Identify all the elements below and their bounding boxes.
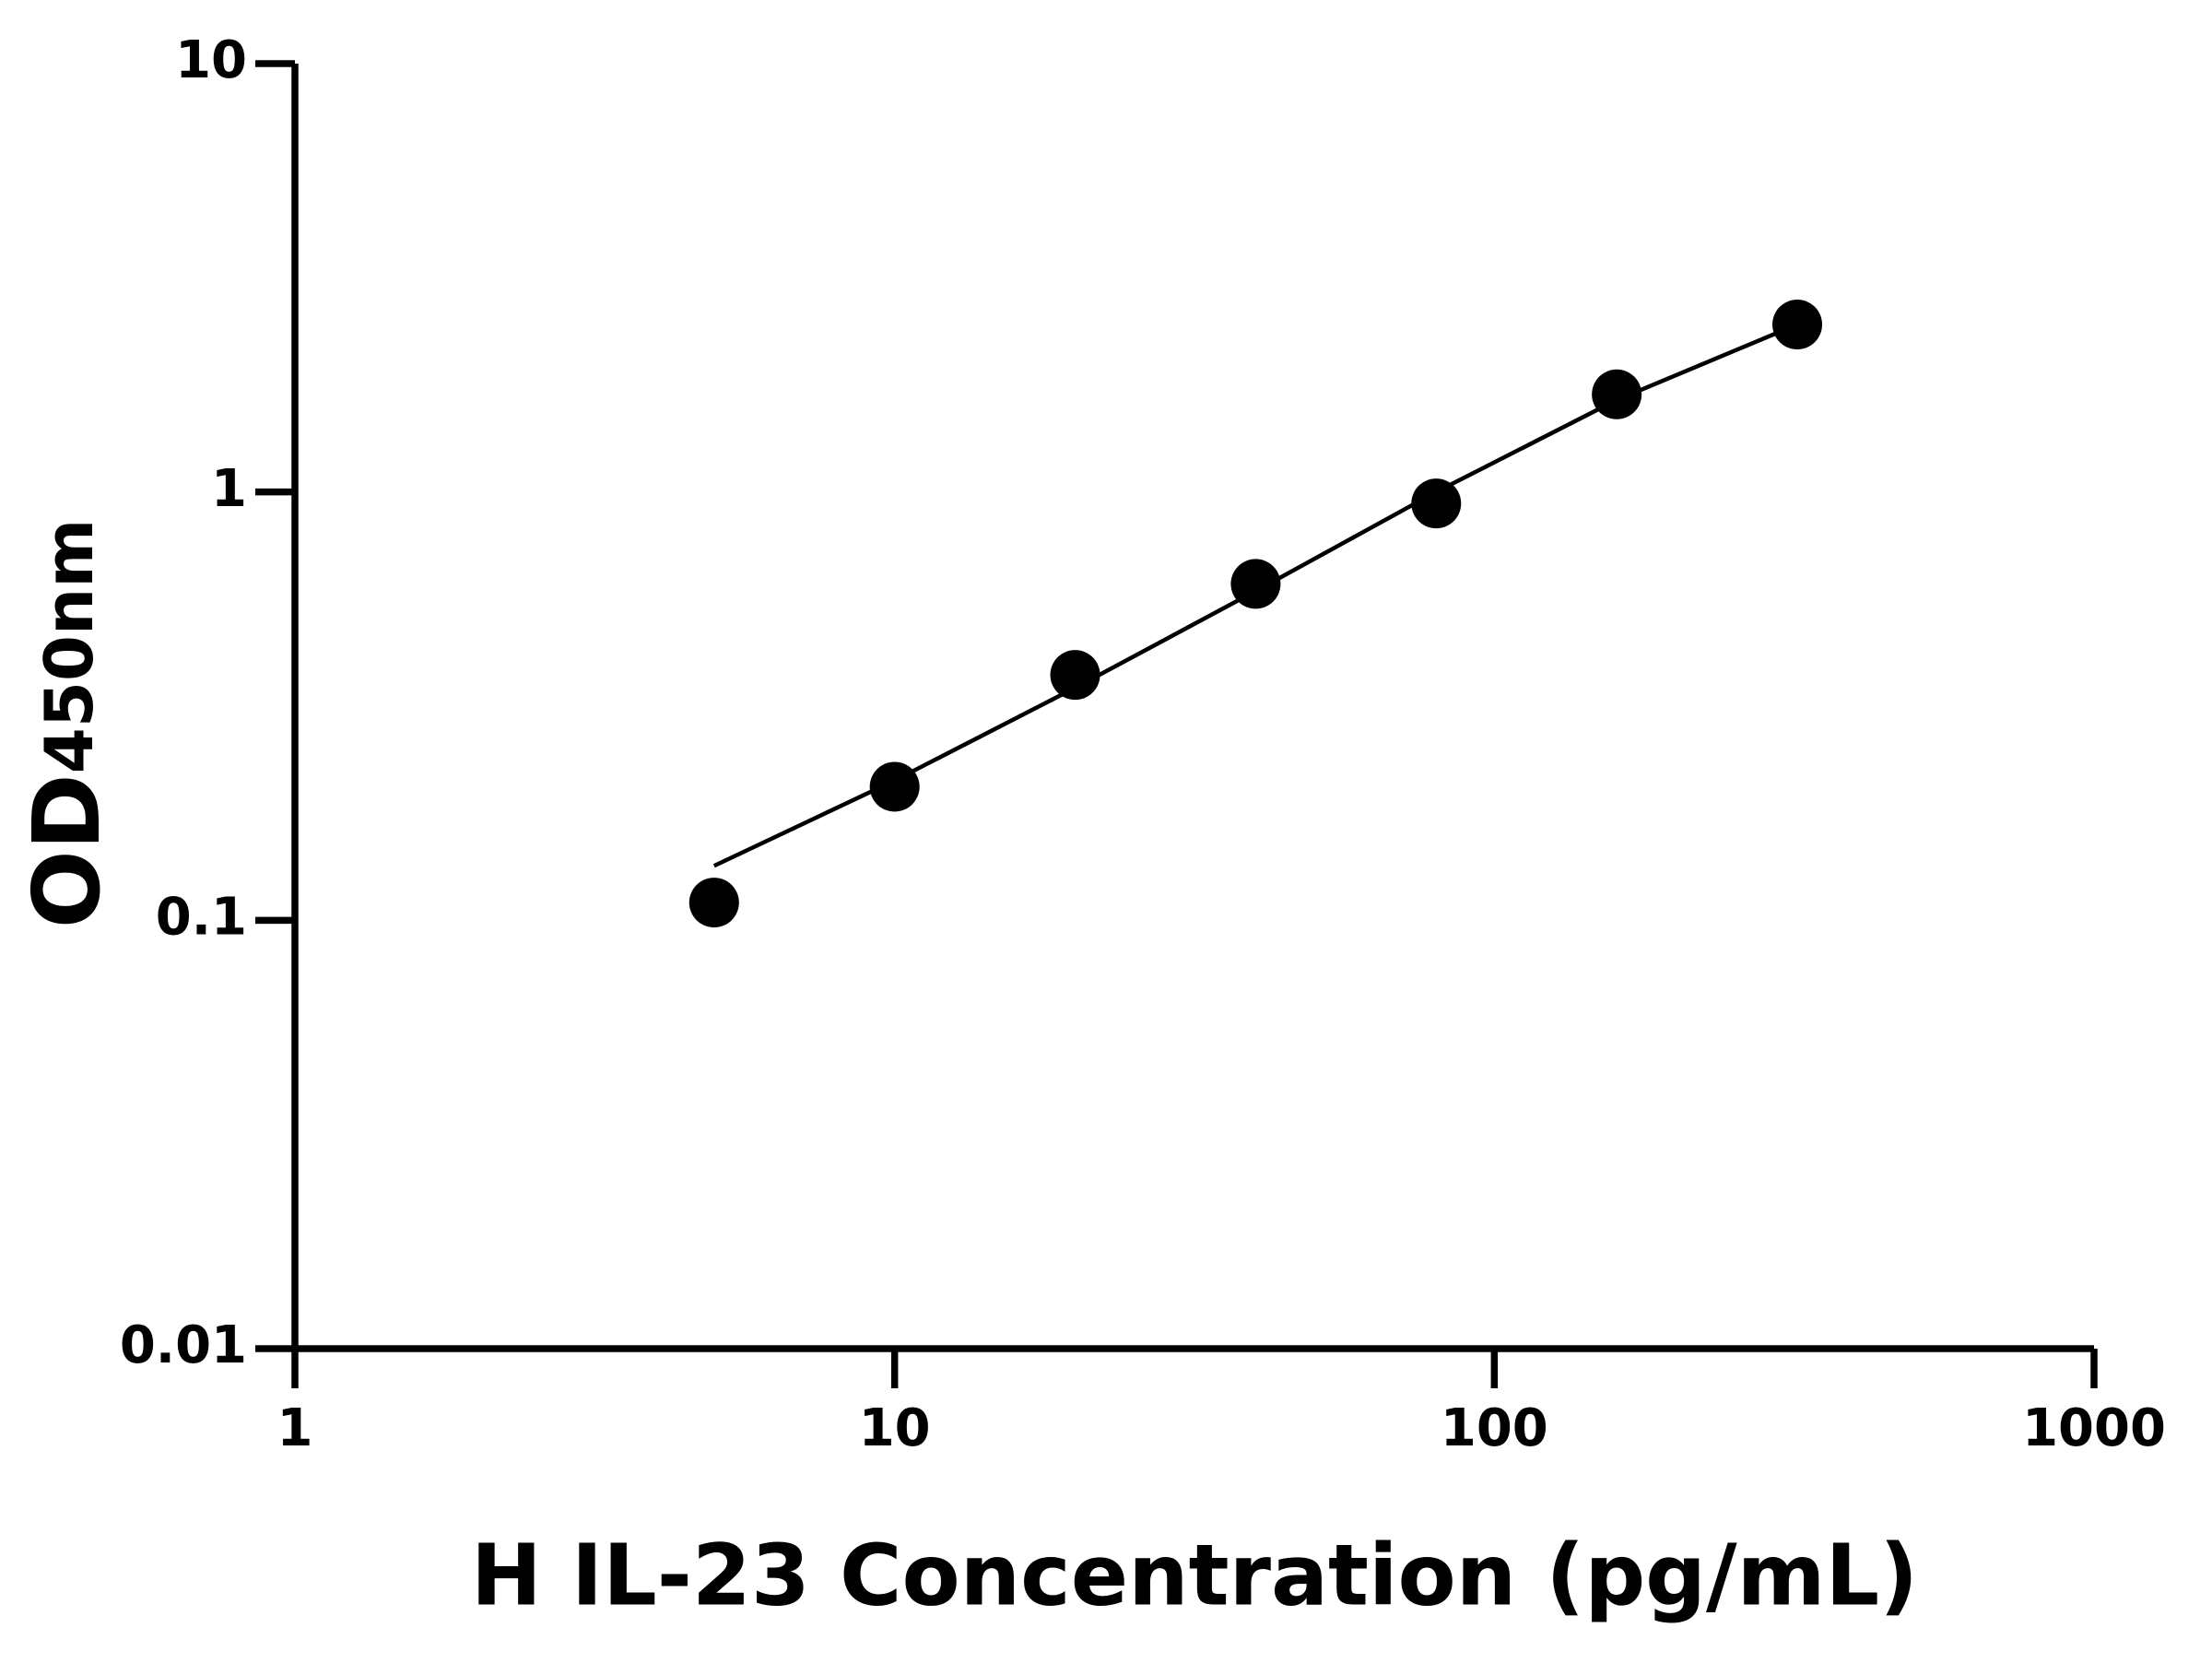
y-axis-title: OD450nm [13, 519, 121, 929]
data-point [1050, 650, 1100, 701]
data-point [1772, 300, 1823, 350]
data-point [1411, 478, 1462, 529]
data-point [869, 761, 920, 812]
data-point [1592, 369, 1642, 419]
x-tick-label: 1000 [2022, 1398, 2166, 1458]
x-tick-label: 10 [859, 1398, 931, 1458]
y-tick-label: 0.01 [120, 1315, 247, 1375]
y-axis-title-main: OD [13, 773, 121, 928]
y-axis-title-sub: 450nm [30, 519, 108, 774]
y-tick-label: 0.1 [156, 887, 247, 947]
data-point [688, 878, 739, 928]
data-point [1230, 559, 1281, 609]
x-tick-label: 1 [277, 1398, 313, 1458]
x-axis-title: H IL-23 Concentration (pg/mL) [471, 1526, 1918, 1624]
y-tick-label: 10 [175, 30, 247, 90]
x-tick-label: 100 [1441, 1398, 1548, 1458]
y-tick-label: 1 [211, 459, 247, 519]
